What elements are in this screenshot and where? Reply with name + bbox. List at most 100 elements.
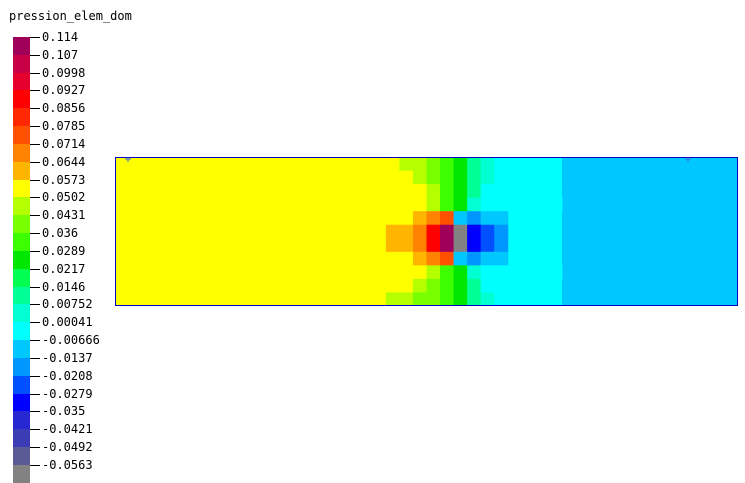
field-cell [534, 197, 549, 212]
field-cell [399, 197, 414, 212]
legend-swatch [13, 464, 30, 483]
legend-swatch [13, 268, 30, 287]
field-cell [440, 278, 455, 293]
legend-label: 0.00041 [42, 315, 93, 330]
field-cell [453, 278, 468, 293]
field-cell [548, 265, 563, 280]
legend-label: -0.00666 [42, 333, 100, 348]
field-cell [426, 238, 441, 253]
legend-tick [30, 375, 40, 377]
field-cell [399, 265, 414, 280]
legend-swatch [13, 322, 30, 341]
field-cell [412, 251, 427, 266]
legend-tick [30, 357, 40, 359]
field-cell [453, 265, 468, 280]
field-cell [467, 292, 482, 306]
field-cell [480, 197, 495, 212]
field-cell [467, 251, 482, 266]
field-cell [412, 157, 427, 172]
field-cell [385, 238, 400, 253]
legend-tick [30, 233, 40, 235]
legend-label: -0.0563 [42, 457, 93, 472]
legend-label: -0.035 [42, 404, 86, 419]
legend-tick [30, 429, 40, 431]
legend-label: 0.0856 [42, 101, 86, 116]
field-cell [440, 157, 455, 172]
legend-tick [30, 268, 40, 270]
legend-label: 0.0644 [42, 154, 86, 169]
field-band [561, 157, 738, 306]
field-cell [453, 292, 468, 306]
field-cell [453, 238, 468, 253]
legend-label: -0.0421 [42, 422, 93, 437]
legend-swatch [13, 179, 30, 198]
legend-label: 0.0289 [42, 243, 86, 258]
field-cell [426, 184, 441, 199]
field-cell [385, 251, 400, 266]
field-cell [480, 265, 495, 280]
field-cell [426, 251, 441, 266]
legend-swatch [13, 197, 30, 216]
field-cell [480, 211, 495, 226]
legend-tick [30, 72, 40, 74]
legend-swatch [13, 37, 30, 55]
field-cell [480, 184, 495, 199]
legend-label: 0.114 [42, 30, 79, 44]
field-cell [453, 157, 468, 172]
legend-label: 0.00752 [42, 297, 93, 312]
field-cell [561, 184, 576, 199]
legend-label: 0.0431 [42, 208, 86, 223]
legend-swatch [13, 161, 30, 180]
field-cell [412, 278, 427, 293]
field-cell [453, 184, 468, 199]
legend-label: 0.0146 [42, 279, 86, 294]
field-cell [453, 224, 468, 239]
field-cell [534, 184, 549, 199]
legend-label: 0.0573 [42, 172, 86, 187]
field-cell [399, 292, 414, 306]
field-cell [426, 170, 441, 185]
legend-tick [30, 304, 40, 306]
field-cell [385, 292, 400, 306]
field-cell [534, 265, 549, 280]
field-cell [453, 197, 468, 212]
legend-tick [30, 126, 40, 128]
field-cell [467, 184, 482, 199]
legend-tick [30, 286, 40, 288]
legend-tick [30, 54, 40, 56]
field-cell [385, 170, 400, 185]
field-cell [426, 211, 441, 226]
field-cell [399, 170, 414, 185]
field-cell [412, 265, 427, 280]
field-cell [453, 211, 468, 226]
legend-tick [30, 322, 40, 324]
field-cell [399, 251, 414, 266]
color-legend: 0.114 0.107 0.0998 0.0927 0.0856 0.0785 0.0714… [0, 0, 120, 483]
field-cell [494, 251, 509, 266]
legend-swatch [13, 143, 30, 162]
legend-swatch [13, 90, 30, 109]
field-cell [412, 224, 427, 239]
domain-border [115, 157, 738, 306]
legend-tick [30, 37, 40, 38]
field-cell [440, 292, 455, 306]
field-cell [399, 211, 414, 226]
field-cell [426, 278, 441, 293]
legend-label: 0.0927 [42, 83, 86, 98]
field-cell [385, 197, 400, 212]
legend-swatch [13, 250, 30, 269]
legend-label: 0.0785 [42, 119, 86, 134]
field-cell [412, 292, 427, 306]
field-cell [440, 251, 455, 266]
field-cell [480, 238, 495, 253]
field-cell [412, 197, 427, 212]
pressure-field-canvas [115, 157, 738, 306]
legend-label: -0.0137 [42, 350, 93, 365]
legend-tick [30, 411, 40, 413]
field-cell [467, 211, 482, 226]
field-cell [467, 197, 482, 212]
field-cell [548, 184, 563, 199]
pressure-field-plot [115, 157, 738, 306]
field-cell [399, 184, 414, 199]
legend-swatch [13, 340, 30, 359]
